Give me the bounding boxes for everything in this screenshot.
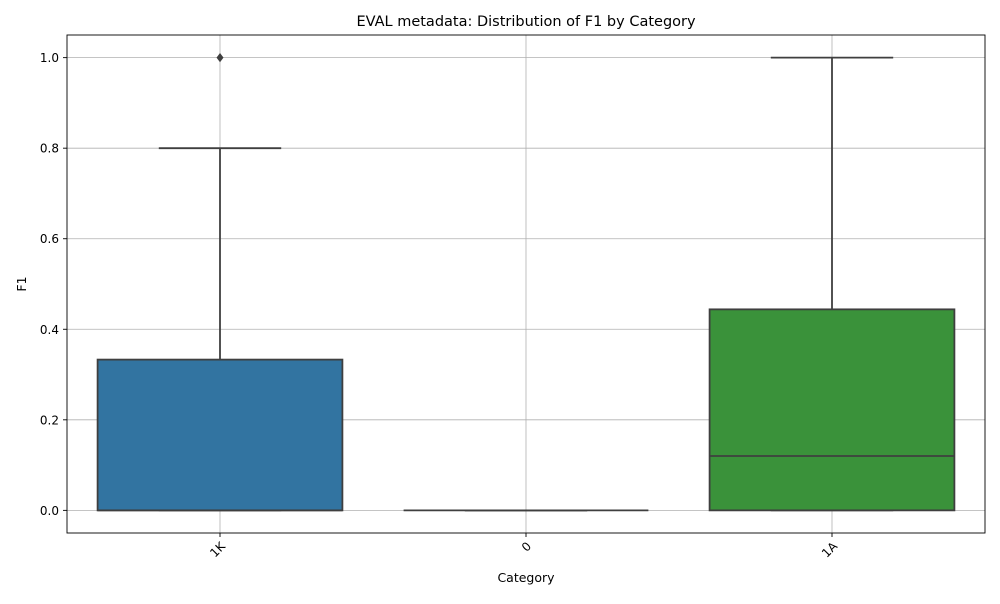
chart-title: EVAL metadata: Distribution of F1 by Cat… (356, 14, 696, 30)
y-axis-label: F1 (14, 276, 29, 291)
x-tick-label: 0 (519, 539, 534, 554)
y-tick-label: 0.2 (40, 413, 59, 427)
x-tick-label: 1K (207, 538, 229, 560)
outlier-point (216, 52, 224, 63)
x-tick-label: 1A (819, 539, 841, 561)
box-layer (96, 52, 956, 512)
box-1K (96, 358, 344, 512)
y-tick-label: 0.6 (40, 232, 59, 246)
box-1A (708, 308, 956, 512)
y-tick-label: 0.4 (40, 323, 59, 337)
y-tick-label: 0.8 (40, 142, 59, 156)
y-tick-label: 1.0 (40, 51, 59, 65)
x-axis-label: Category (497, 570, 555, 585)
y-tick-label: 0.0 (40, 504, 59, 518)
